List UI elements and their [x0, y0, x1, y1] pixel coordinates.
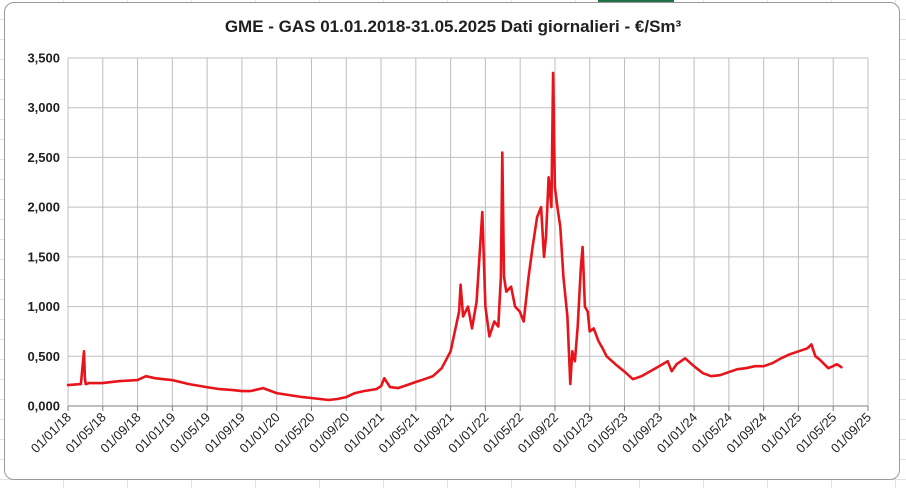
- sheet-bottom-edge: [0, 481, 906, 488]
- y-tick-label: 2,500: [27, 150, 60, 165]
- y-tick-label: 0,500: [27, 349, 60, 364]
- y-tick-label: 1,000: [27, 299, 60, 314]
- y-tick-label: 2,000: [27, 200, 60, 215]
- x-axis-tick-labels: 01/01/1801/05/1801/09/1801/01/1901/05/19…: [28, 410, 874, 456]
- axes: [67, 58, 869, 411]
- series-line-gas-price: [66, 71, 843, 402]
- y-tick-label: 0,000: [27, 399, 60, 414]
- gridlines: [67, 57, 869, 406]
- y-tick-label: 3,500: [27, 51, 60, 66]
- y-tick-label: 3,000: [27, 100, 60, 115]
- excel-selection-accent: [598, 0, 674, 3]
- chart-title: GME - GAS 01.01.2018-31.05.2025 Dati gio…: [224, 17, 682, 36]
- y-axis-tick-labels: 0,000 0,500 1,000 1,500 2,000 2,500 3,000 3,500: [27, 51, 60, 414]
- chart-frame[interactable]: [4, 2, 900, 480]
- y-tick-label: 1,500: [27, 249, 60, 264]
- series-group: [66, 71, 843, 402]
